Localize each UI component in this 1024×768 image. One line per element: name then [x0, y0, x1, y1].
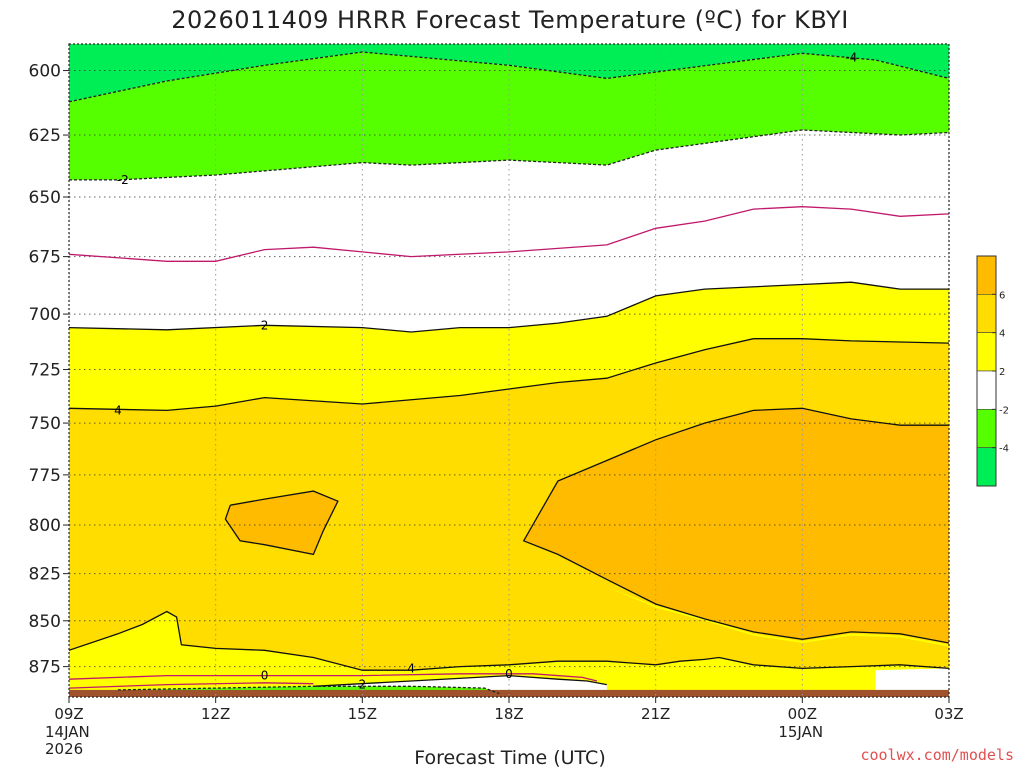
colorbar-swatch	[976, 409, 997, 448]
contour-line	[117, 685, 500, 695]
x-tick-sublabel: 2026	[45, 740, 83, 758]
chart-title: 2026011409 HRRR Forecast Temperature (ºC…	[171, 6, 849, 34]
x-tick-sublabel: 15JAN	[778, 723, 823, 741]
y-tick-label: 700	[29, 305, 61, 325]
colorbar: 6 4 2 -2 -4	[976, 255, 1009, 487]
x-tick-label: 21Z	[641, 705, 670, 723]
contour-line	[69, 610, 949, 671]
colorbar-tick-label: 4	[999, 329, 1005, 340]
colorbar-tick-label: 2	[999, 367, 1005, 378]
y-tick-label: 650	[29, 188, 61, 208]
credit-text: coolwx.com/models	[860, 746, 1014, 764]
y-tick-label: 625	[29, 126, 61, 146]
contour-label: -2	[117, 173, 129, 187]
colorbar-swatch	[976, 255, 997, 295]
y-tick-label: 800	[29, 516, 61, 536]
contour-line	[69, 338, 949, 412]
y-tick-label: 775	[29, 466, 61, 486]
x-tick-label: 03Z	[934, 705, 963, 723]
y-tick-label: 725	[29, 361, 61, 381]
contour-line	[313, 674, 607, 687]
colorbar-swatch	[976, 294, 997, 333]
terrain-band	[69, 689, 949, 697]
y-tick-label: 875	[29, 658, 61, 678]
colorbar-tick-label: -4	[999, 444, 1009, 455]
contour-label: 4	[407, 661, 415, 675]
x-tick-label: 00Z	[788, 705, 817, 723]
contour-label: 2	[359, 678, 367, 692]
x-tick-label: 09Z	[54, 705, 83, 723]
colorbar-tick-label: 6	[999, 290, 1005, 301]
fill-region	[875, 668, 949, 697]
contour-line	[224, 490, 339, 556]
y-axis: 600 625 650 675 700 725 750 775 800 825 850 875	[29, 62, 69, 678]
contour-line	[69, 682, 314, 689]
colorbar-swatch	[976, 370, 997, 410]
plot-layers: -4 -2 2 4 4 2 0 0	[69, 44, 949, 697]
plot-area: -4 -2 2 4 4 2 0 0	[68, 43, 950, 698]
contour-line	[69, 129, 949, 181]
fill-region	[69, 44, 949, 102]
contour-line	[69, 281, 949, 333]
contour-label: 0	[261, 669, 269, 683]
contour-label: 0	[505, 667, 513, 681]
y-tick-label: 750	[29, 414, 61, 434]
contour-label: -4	[845, 50, 857, 64]
fill-region	[523, 408, 949, 643]
fill-region	[69, 52, 949, 180]
colorbar-swatch	[976, 332, 997, 372]
y-tick-label: 600	[29, 62, 61, 82]
x-axis-label: Forecast Time (UTC)	[414, 747, 605, 768]
y-tick-label: 675	[29, 248, 61, 268]
x-tick-sublabel: 14JAN	[45, 723, 90, 741]
x-tick-label: 15Z	[348, 705, 377, 723]
x-tick-label: 18Z	[494, 705, 523, 723]
colorbar-tick-label: -2	[999, 405, 1009, 416]
y-tick-label: 825	[29, 565, 61, 585]
contour-label: 4	[114, 403, 122, 417]
contour-line	[69, 51, 949, 103]
colorbar-swatch	[976, 447, 997, 487]
x-tick-label: 12Z	[201, 705, 230, 723]
fill-region	[225, 491, 338, 555]
contour-line	[69, 206, 949, 262]
contour-line	[69, 673, 598, 682]
contour-label: 2	[261, 318, 269, 332]
contour-line	[522, 407, 949, 644]
y-tick-label: 850	[29, 612, 61, 632]
